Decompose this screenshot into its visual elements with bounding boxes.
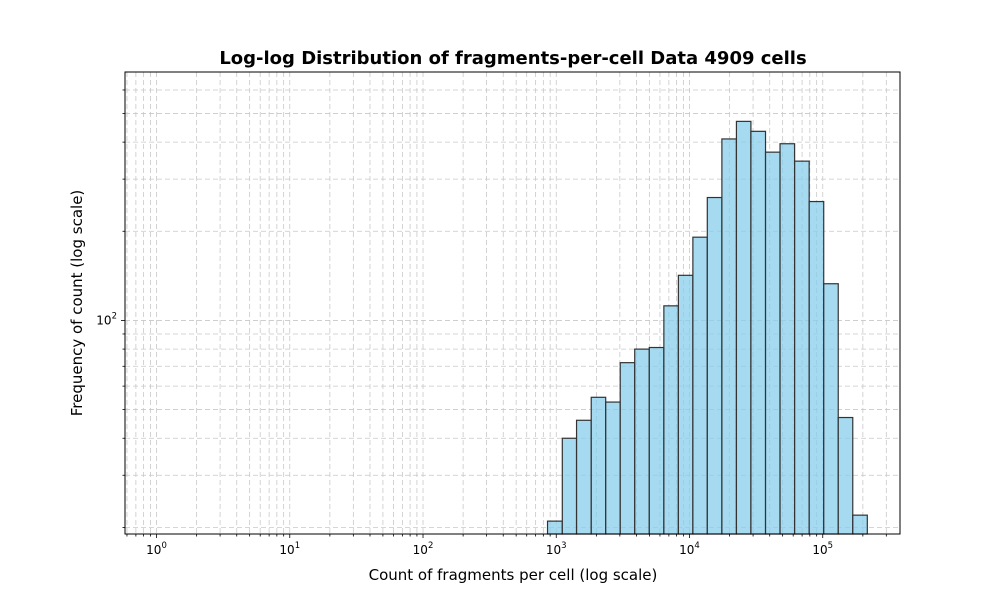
x-tick-label: 104 — [679, 541, 700, 557]
histogram-bar — [706, 196, 723, 535]
histogram-bar — [692, 236, 708, 535]
histogram-bar — [837, 416, 854, 535]
x-tick-label: 102 — [413, 541, 434, 557]
x-tick-label: 100 — [146, 541, 167, 557]
histogram-bar — [605, 401, 621, 535]
histogram-bar — [575, 419, 592, 535]
histogram-bar — [677, 274, 694, 535]
chart-title: Log-log Distribution of fragments-per-ce… — [219, 48, 806, 69]
histogram-bar — [823, 283, 839, 535]
histogram-bar — [634, 348, 650, 535]
y-tick-label: 102 — [96, 311, 117, 327]
x-axis-label: Count of fragments per cell (log scale) — [369, 566, 658, 584]
histogram-bar — [779, 143, 796, 535]
histogram-bar — [561, 437, 578, 535]
x-tick-label: 101 — [279, 541, 300, 557]
histogram-bar — [764, 151, 781, 535]
histogram-bar — [852, 514, 868, 535]
x-tick-label: 103 — [546, 541, 567, 557]
histogram-bar — [663, 305, 679, 535]
histogram-bar — [735, 120, 752, 535]
x-tick-label: 105 — [812, 541, 833, 557]
histogram-bar — [590, 396, 607, 535]
histogram-bar — [546, 520, 563, 535]
histogram-bar — [721, 138, 738, 535]
ticks-layer: 100 101 102 103 104 105 102 — [96, 89, 887, 557]
y-axis-label: Frequency of count (log scale) — [68, 190, 86, 417]
histogram-bar — [619, 362, 636, 535]
plot-frame — [124, 71, 901, 535]
histogram-bar — [808, 200, 825, 535]
histogram-bar — [794, 160, 810, 535]
bars-layer — [546, 120, 868, 535]
histogram-bar — [750, 130, 767, 535]
histogram-bar — [648, 346, 665, 535]
